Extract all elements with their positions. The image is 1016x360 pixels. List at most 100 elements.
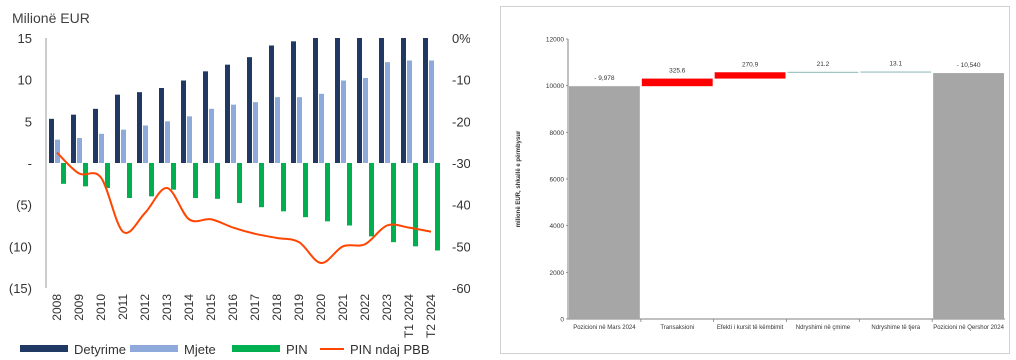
bar-pin (61, 163, 66, 184)
wf-bar-delta (860, 71, 932, 73)
wf-x-tick-label: Transaksioni (660, 325, 694, 331)
bar-mjete (99, 133, 104, 163)
bar-detyrime (379, 38, 384, 163)
x-tick-label: T2 2024 (424, 294, 438, 338)
wf-data-label: 325.6 (669, 68, 686, 75)
bar-detyrime (159, 88, 164, 163)
legend-label: PIN ndaj PBB (350, 342, 430, 357)
x-tick-label: 2008 (50, 294, 64, 321)
x-tick-label: 2023 (380, 294, 394, 321)
x-tick-label: 2017 (248, 294, 262, 321)
bar-detyrime (203, 71, 208, 163)
wf-y-tick-label: 0 (560, 317, 564, 324)
x-tick-label: 2011 (116, 294, 130, 320)
bar-mjete (209, 108, 214, 163)
right-y-tick-label: -60% (452, 281, 470, 296)
legend-swatch (20, 345, 68, 352)
bar-pin (369, 163, 374, 237)
wf-y-axis-label: milionë EUR, shkallë e përmbysur (516, 130, 522, 227)
bar-pin (193, 163, 198, 198)
x-tick-label: 2015 (204, 294, 218, 321)
bar-detyrime (269, 45, 274, 163)
left-y-tick-label: (15) (9, 281, 32, 296)
left-y-tick-label: 5 (25, 114, 32, 129)
bar-pin (391, 163, 396, 243)
bar-mjete (231, 104, 236, 163)
bar-detyrime (93, 108, 98, 163)
right-y-tick-label: -20% (452, 114, 470, 129)
bar-mjete (187, 116, 192, 163)
wf-bar-delta (787, 71, 859, 73)
bar-mjete (385, 62, 390, 163)
right-y-tick-label: 0% (452, 31, 470, 46)
bar-detyrime (401, 38, 406, 163)
wf-data-label: - 10,540 (957, 62, 981, 69)
bar-detyrime (357, 38, 362, 163)
bar-pin (325, 163, 330, 222)
x-tick-label: 2020 (314, 294, 328, 321)
bar-pin (259, 163, 264, 208)
x-tick-label: 2014 (182, 294, 196, 321)
wf-bar-delta (641, 78, 713, 87)
x-tick-label: 2016 (226, 294, 240, 321)
wf-x-tick-label: Pozicioni në Mars 2024 (573, 325, 636, 331)
x-tick-label: 2021 (336, 294, 350, 321)
wf-y-tick-label: 2000 (550, 270, 565, 277)
bar-mjete (319, 93, 324, 163)
bar-detyrime (137, 92, 142, 163)
x-tick-label: 2018 (270, 294, 284, 321)
left-chart: 15 10 5 - (5) (10) (15) 0% -10% -20% -30% -40% -50% -… (9, 31, 470, 357)
wf-data-label: 270.9 (742, 61, 759, 68)
left-y-tick-label: - (28, 156, 32, 171)
wf-x-tick-label: Ndryshime të tjera (871, 325, 920, 331)
left-chart-unit-label: Milionë EUR (12, 10, 90, 26)
bar-mjete (55, 139, 60, 163)
bar-pin (171, 163, 176, 190)
bar-mjete (253, 102, 258, 163)
bar-mjete (77, 138, 82, 163)
right-y-tick-label: -40% (452, 198, 470, 213)
left-y-tick-label: 15 (18, 31, 32, 46)
x-tick-label: T1 2024 (402, 294, 416, 338)
wf-y-tick-label: 4000 (550, 223, 565, 230)
x-tick-label: 2012 (138, 294, 152, 321)
left-y-tick-label: 10 (18, 73, 32, 88)
bar-pin (347, 163, 352, 226)
bar-detyrime (115, 94, 120, 163)
wf-bar-delta (714, 72, 786, 79)
bar-mjete (275, 97, 280, 163)
right-chart: 0 2000 4000 6000 8000 10000 12000 milionë EUR, … (516, 37, 1005, 331)
bar-pin (281, 163, 286, 212)
x-tick-label: 2010 (94, 294, 108, 321)
right-y-tick-label: -50% (452, 239, 470, 254)
wf-y-tick-label: 10000 (546, 83, 564, 90)
wf-data-label: 21.2 (817, 61, 830, 68)
bar-detyrime (181, 80, 186, 163)
legend-label: Mjete (184, 342, 216, 357)
bar-mjete (407, 60, 412, 163)
bar-pin (215, 163, 220, 199)
bar-mjete (143, 125, 148, 163)
wf-x-tick-label: Efekti i kursit të këmbimit (717, 325, 784, 331)
bar-detyrime (49, 118, 54, 163)
bar-pin (105, 163, 110, 188)
legend-label: PIN (286, 342, 308, 357)
wf-x-tick-label: Pozicioni në Qershor 2024 (933, 325, 1004, 331)
legend-swatch (130, 345, 178, 352)
wf-y-tick-label: 8000 (550, 130, 565, 137)
wf-y-tick-label: 6000 (550, 177, 565, 184)
legend-label: Detyrime (74, 342, 126, 357)
bar-pin (303, 163, 308, 218)
bar-pin (413, 163, 418, 247)
wf-data-label: - 9,978 (594, 75, 615, 82)
wf-bar-total (569, 86, 640, 320)
x-tick-label: 2013 (160, 294, 174, 321)
bar-detyrime (71, 114, 76, 163)
wf-bar-total (933, 73, 1004, 319)
bar-pin (237, 163, 242, 203)
bar-mjete (297, 97, 302, 163)
wf-data-label: 13.1 (889, 60, 902, 67)
right-y-tick-label: -10% (452, 73, 470, 88)
bar-pin (127, 163, 132, 198)
bar-detyrime (335, 38, 340, 163)
